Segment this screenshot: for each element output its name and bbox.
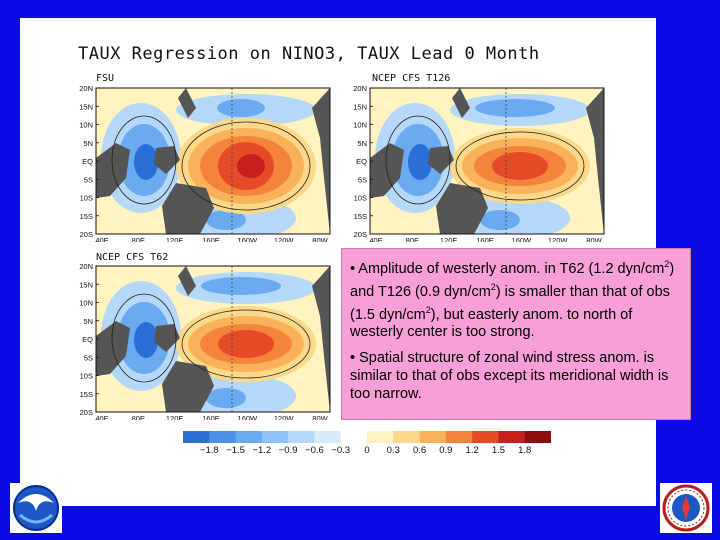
panel-label-t62: NCEP CFS T62 xyxy=(96,252,169,263)
lon-tick: 120E xyxy=(440,236,458,242)
lat-tick: 20S xyxy=(80,230,93,239)
lon-tick: 80W xyxy=(586,236,602,242)
colorbar-tick-label: −1.8 xyxy=(199,445,219,456)
lat-tick: EQ xyxy=(356,157,367,166)
lon-tick: 80E xyxy=(132,414,145,420)
map-panel-t62: 20N 15N 10N 5N EQ 5S 10S 15S 20S 40E 80E 120E 160E 16… xyxy=(72,260,334,420)
colorbar-segment xyxy=(183,431,210,443)
colorbar-segment xyxy=(524,431,551,443)
colorbar-tick-label: −0.6 xyxy=(305,445,324,456)
map-panel-fsu: 20N 15N 10N 5N EQ 5S 10S 15S 20S 40E 80E 120E 160E 16… xyxy=(72,82,334,242)
lon-tick: 160E xyxy=(202,236,220,242)
lon-tick: 40E xyxy=(95,236,108,242)
lon-tick: 80E xyxy=(406,236,419,242)
lat-tick: 15N xyxy=(353,102,367,111)
lat-tick: 20N xyxy=(79,84,93,93)
colorbar-segment xyxy=(445,431,473,443)
lat-tick: 15N xyxy=(79,102,93,111)
colorbar-segment xyxy=(419,431,447,443)
bullet-amplitude: • Amplitude of westerly anom. in T62 (1.… xyxy=(350,259,675,341)
colorbar-tick-label: −1.2 xyxy=(252,445,272,456)
lon-tick: 80W xyxy=(312,414,328,420)
lon-tick: 120W xyxy=(274,236,295,242)
noaa-logo xyxy=(10,483,62,533)
colorbar-tick-label: 0.9 xyxy=(439,445,453,456)
lon-tick: 160E xyxy=(476,236,494,242)
colorbar-segment xyxy=(261,431,289,443)
lat-tick: 20N xyxy=(79,262,93,271)
lon-tick: 160E xyxy=(202,414,220,420)
lat-tick: 10N xyxy=(79,299,93,308)
lon-tick: 120W xyxy=(548,236,569,242)
lon-tick: 160W xyxy=(512,236,533,242)
colorbar-segment xyxy=(209,431,237,443)
colorbar-segment xyxy=(472,431,499,443)
lon-tick: 80E xyxy=(132,236,145,242)
colorbar-tick-label: 0.6 xyxy=(412,445,427,456)
map-panel-t126: 20N 15N 10N 5N EQ 5S 10S 15S 20S 40E 80E 120E 160E 16… xyxy=(346,82,608,242)
colorbar-segment xyxy=(393,431,421,443)
colorbar-segment xyxy=(288,431,315,443)
colorbar-tick-label: 0.3 xyxy=(386,445,400,456)
lon-tick: 160W xyxy=(238,236,259,242)
panel-label-t126: NCEP CFS T126 xyxy=(372,73,451,84)
colorbar-segment xyxy=(340,431,368,443)
lat-tick: 10N xyxy=(353,121,367,130)
lon-tick: 120E xyxy=(166,414,184,420)
lat-tick: 20S xyxy=(354,230,367,239)
lat-tick: 10S xyxy=(354,194,367,203)
colorbar-tick-label: −1.5 xyxy=(226,445,245,456)
summary-textbox: • Amplitude of westerly anom. in T62 (1.… xyxy=(341,248,691,420)
lon-tick: 40E xyxy=(369,236,382,242)
lat-tick: 10S xyxy=(80,194,93,203)
colorbar-tick-label: 0 xyxy=(364,445,370,456)
lat-tick: 5S xyxy=(84,175,93,184)
colorbar xyxy=(183,431,551,443)
nws-logo xyxy=(660,483,712,533)
lat-tick: 10N xyxy=(79,121,93,130)
lat-tick: 20S xyxy=(80,408,93,417)
colorbar-segment xyxy=(314,431,342,443)
colorbar-tick-label: 1.8 xyxy=(518,445,532,456)
lat-tick: 5S xyxy=(358,175,367,184)
bullet-spatial: • Spatial structure of zonal wind stress… xyxy=(350,350,669,403)
colorbar-segment xyxy=(498,431,526,443)
colorbar-tick-label: 1.2 xyxy=(465,445,479,456)
lat-tick: EQ xyxy=(82,335,93,344)
lat-tick: 15S xyxy=(80,212,93,221)
lat-tick: 5N xyxy=(357,139,367,148)
colorbar-tick-label: −0.3 xyxy=(331,445,351,456)
panel-label-fsu: FSU xyxy=(96,73,115,84)
colorbar-tick-label: −0.9 xyxy=(278,445,298,456)
slide-title: TAUX Regression on NINO3, TAUX Lead 0 Mo… xyxy=(78,44,540,64)
lon-tick: 40E xyxy=(95,414,108,420)
lat-tick: EQ xyxy=(82,157,93,166)
lat-tick: 5N xyxy=(83,317,93,326)
colorbar-segment xyxy=(235,431,263,443)
colorbar-tick-label: 1.5 xyxy=(491,445,506,456)
lon-tick: 120W xyxy=(274,414,295,420)
lat-tick: 15S xyxy=(80,390,93,399)
colorbar-segment xyxy=(367,431,394,443)
lat-tick: 15N xyxy=(79,280,93,289)
lon-tick: 160W xyxy=(238,414,259,420)
lat-tick: 15S xyxy=(354,212,367,221)
lon-tick: 120E xyxy=(166,236,184,242)
lat-tick: 5N xyxy=(83,139,93,148)
lon-tick: 80W xyxy=(312,236,328,242)
lat-tick: 20N xyxy=(353,84,367,93)
lat-tick: 10S xyxy=(80,372,93,381)
lat-tick: 5S xyxy=(84,353,93,362)
